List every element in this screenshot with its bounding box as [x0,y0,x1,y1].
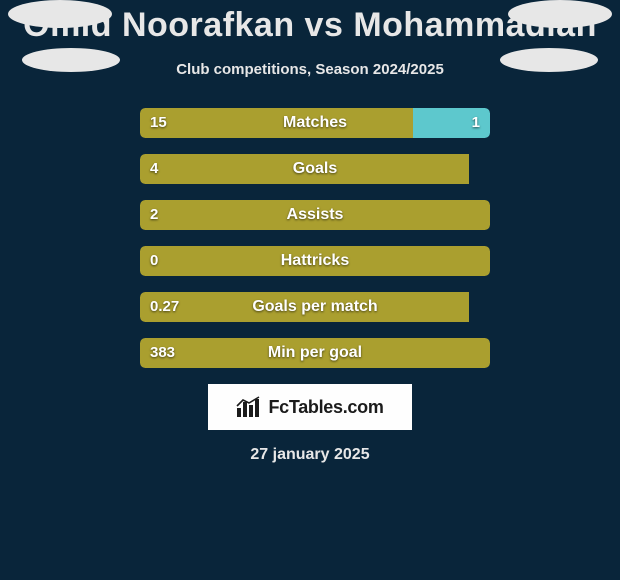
brand-badge: FcTables.com [208,384,412,430]
stat-row: Goals4 [0,154,620,184]
stat-value-left: 0 [150,246,158,276]
stat-value-left: 15 [150,108,167,138]
stat-value-left: 2 [150,200,158,230]
brand-text: FcTables.com [268,397,383,418]
stat-label: Assists [140,200,490,230]
player-left-marker-2 [22,48,120,72]
stat-value-left: 0.27 [150,292,179,322]
player-right-marker-2 [500,48,598,72]
stat-row: Assists2 [0,200,620,230]
stat-bar-track: Min per goal [140,338,490,368]
player-right-marker-1 [508,0,612,28]
stat-value-left: 383 [150,338,175,368]
stat-label: Goals per match [140,292,490,322]
brand-logo-icon [236,396,262,418]
stat-bar-track: Hattricks [140,246,490,276]
stat-row: Goals per match0.27 [0,292,620,322]
stat-value-right: 1 [472,108,480,138]
stat-label: Min per goal [140,338,490,368]
stat-label: Matches [140,108,490,138]
stat-bar-track: Goals per match [140,292,490,322]
stat-row: Hattricks0 [0,246,620,276]
stat-label: Hattricks [140,246,490,276]
stat-bar-track: Goals [140,154,490,184]
stats-rows: Matches15 1 Goals4 Assists2 Hattricks0 Goals … [0,108,620,368]
stat-value-left: 4 [150,154,158,184]
player-left-marker-1 [8,0,112,28]
stat-label: Goals [140,154,490,184]
stat-row: Min per goal383 [0,338,620,368]
stat-bar-track: Assists [140,200,490,230]
stat-bar-track: Matches [140,108,490,138]
stat-row: Matches15 1 [0,108,620,138]
report-date: 27 january 2025 [0,446,620,464]
